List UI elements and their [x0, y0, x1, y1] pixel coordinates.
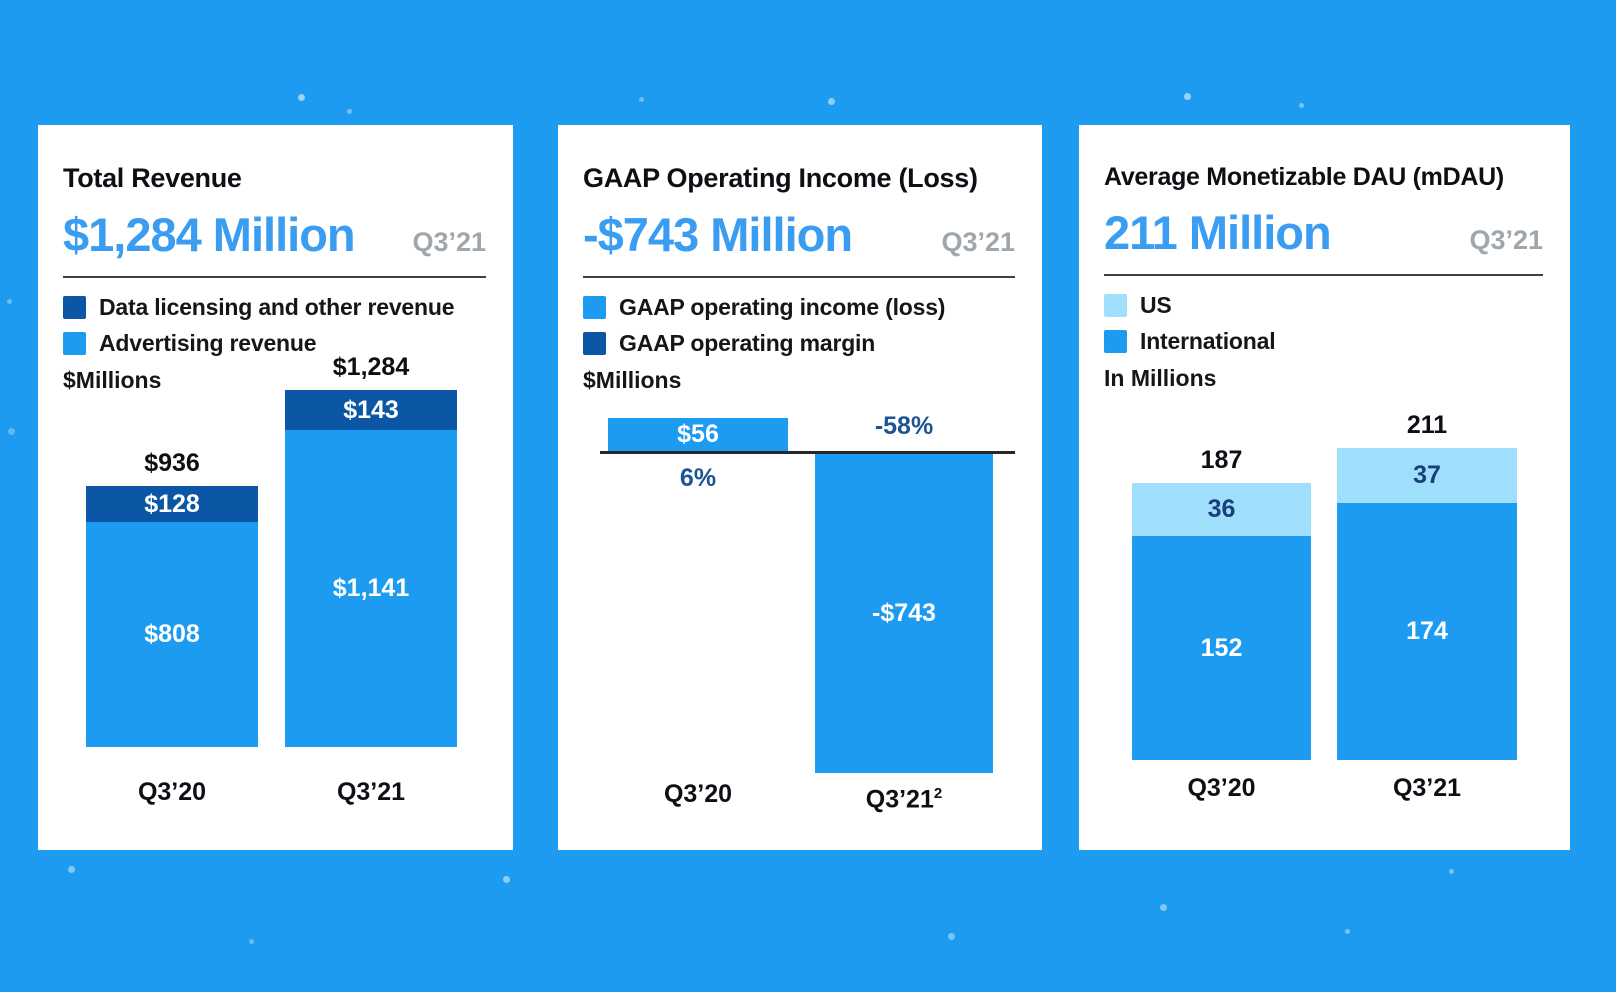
- category-label: Q3’20: [82, 776, 262, 808]
- headline-value: -$743 Million: [583, 208, 853, 261]
- legend-label: GAAP operating margin: [619, 330, 876, 356]
- bar-segment: $1,141: [285, 430, 457, 747]
- bar-total-label: $936: [144, 449, 200, 477]
- category-text: Q3’21: [865, 785, 934, 814]
- legend-item: Advertising revenue: [63, 330, 486, 357]
- units-label: $Millions: [583, 367, 682, 393]
- operating-income-card: GAAP Operating Income (Loss) -$743 Milli…: [558, 125, 1042, 850]
- card-header: GAAP Operating Income (Loss) -$743 Milli…: [558, 125, 1042, 394]
- bar-segment: 152: [1132, 536, 1311, 760]
- bar-segment-label: $1,141: [332, 574, 410, 602]
- bar-segment-label: 36: [1207, 495, 1236, 523]
- legend-item: GAAP operating margin: [583, 330, 1015, 357]
- category-label: Q3’21: [281, 776, 461, 808]
- category-label: Q3’20: [1132, 772, 1312, 804]
- period-label: Q3’21: [1469, 225, 1543, 255]
- axis-line: [600, 451, 1015, 454]
- legend-label: International: [1140, 328, 1276, 354]
- bar-segment: $128: [86, 486, 258, 522]
- bar-value-label: $56: [677, 420, 719, 448]
- legend: Data licensing and other revenue Adverti…: [63, 294, 486, 357]
- legend-label: Advertising revenue: [99, 330, 317, 356]
- legend-swatch-advertising: [63, 332, 86, 355]
- headline-row: -$743 Million Q3’21: [583, 207, 1015, 262]
- bar-segment-label: 37: [1413, 461, 1441, 489]
- category-text: Q3’20: [663, 780, 733, 808]
- card-title: GAAP Operating Income (Loss): [583, 163, 978, 193]
- legend-label: Data licensing and other revenue: [99, 294, 455, 320]
- operating-margin-label: -58%: [874, 412, 934, 440]
- legend-item: GAAP operating income (loss): [583, 294, 1015, 321]
- bar-segment: 174: [1337, 503, 1517, 760]
- category-label: Q3’212: [814, 778, 994, 814]
- bar-segment: $143: [285, 390, 457, 430]
- legend-swatch-international: [1104, 330, 1127, 353]
- total-revenue-card: Total Revenue $1,284 Million Q3’21 Data …: [38, 125, 513, 850]
- bar-segment-label: $808: [144, 620, 200, 648]
- headline-row: 211 Million Q3’21: [1104, 205, 1543, 260]
- background-texture-specks: [0, 0, 3, 3]
- revenue-bar-chart: $128 $808 $936 Q3’20 $143 $1,141 $1,284 Q3’21: [38, 125, 513, 850]
- bar-value-label: -$743: [872, 599, 936, 627]
- bar-total-label: 211: [1406, 411, 1448, 439]
- legend: GAAP operating income (loss) GAAP operat…: [583, 294, 1015, 357]
- bar-segment-label: $128: [144, 489, 200, 518]
- stacked-bar: $128 $808: [86, 486, 258, 747]
- units-label: $Millions: [63, 367, 162, 393]
- headline-value: 211 Million: [1104, 206, 1332, 259]
- bar-segment-label: 174: [1406, 617, 1448, 645]
- legend-item: International: [1104, 328, 1543, 355]
- category-text: Q3’21: [1392, 774, 1462, 802]
- category-label: Q3’21: [1337, 772, 1517, 804]
- stacked-bar: 37 174: [1337, 448, 1517, 760]
- units-label: In Millions: [1104, 365, 1217, 391]
- period-label: Q3’21: [412, 227, 486, 257]
- bar-total-label: $1,284: [332, 353, 410, 381]
- legend: US International: [1104, 292, 1543, 355]
- bar-segment: 36: [1132, 483, 1311, 536]
- card-title: Total Revenue: [63, 163, 242, 193]
- category-text: Q3’20: [1187, 774, 1256, 802]
- operating-income-bar-chart: $56 6% Q3’20 -$743 -58% Q3’212: [558, 125, 1042, 850]
- bar-segment-label: 152: [1200, 633, 1243, 662]
- header-divider: [583, 276, 1015, 278]
- category-text: Q3’21: [336, 778, 406, 806]
- category-footnote: 2: [933, 785, 943, 802]
- header-divider: [63, 276, 486, 278]
- bar-segment: $808: [86, 522, 258, 747]
- period-label: Q3’21: [941, 227, 1015, 257]
- bar-segment: 37: [1337, 448, 1517, 503]
- card-title: Average Monetizable DAU (mDAU): [1104, 163, 1504, 191]
- legend-label: GAAP operating income (loss): [619, 294, 946, 320]
- legend-item: Data licensing and other revenue: [63, 294, 486, 321]
- legend-swatch-data-licensing: [63, 296, 86, 319]
- legend-label: US: [1140, 292, 1172, 318]
- mdau-card: Average Monetizable DAU (mDAU) 211 Milli…: [1079, 125, 1570, 850]
- mdau-bar-chart: 36 152 187 Q3’20 37 174 211 Q3’21: [1079, 125, 1570, 850]
- value-bar: $56: [608, 418, 788, 451]
- legend-swatch-operating-margin: [583, 332, 606, 355]
- headline-row: $1,284 Million Q3’21: [63, 207, 486, 262]
- operating-margin-label: 6%: [679, 464, 717, 492]
- category-text: Q3’20: [137, 778, 207, 806]
- category-label: Q3’20: [608, 778, 788, 810]
- legend-swatch-us: [1104, 294, 1127, 317]
- value-bar: -$743: [815, 454, 993, 773]
- card-header: Total Revenue $1,284 Million Q3’21 Data …: [38, 125, 513, 394]
- legend-swatch-operating-income: [583, 296, 606, 319]
- stacked-bar: 36 152: [1132, 483, 1311, 760]
- stacked-bar: $143 $1,141: [285, 390, 457, 747]
- legend-item: US: [1104, 292, 1543, 319]
- headline-value: $1,284 Million: [63, 208, 356, 261]
- bar-segment-label: $143: [343, 395, 399, 424]
- bar-total-label: 187: [1200, 446, 1243, 474]
- header-divider: [1104, 274, 1543, 276]
- card-header: Average Monetizable DAU (mDAU) 211 Milli…: [1079, 125, 1570, 392]
